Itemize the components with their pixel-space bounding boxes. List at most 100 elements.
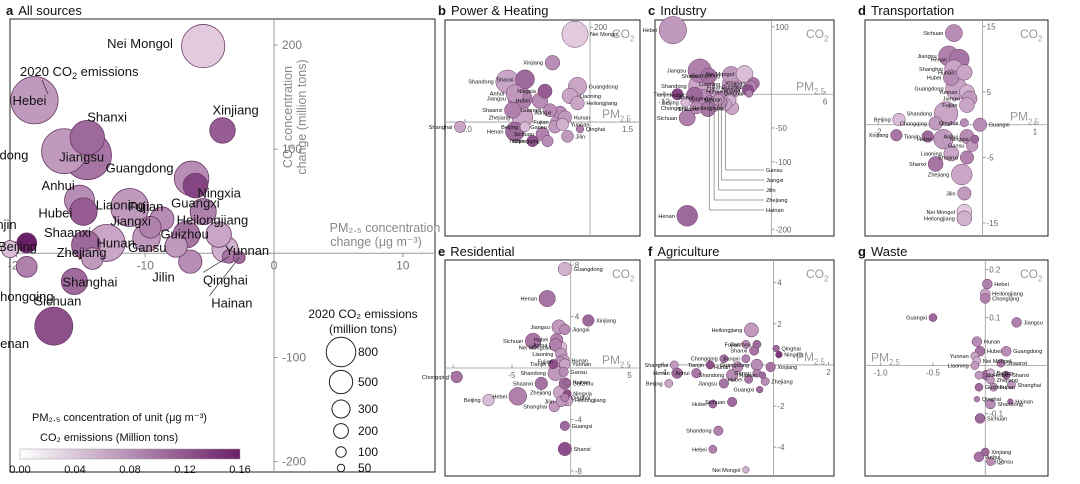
panel-c-label-heilongjiang: Heilongjiang <box>692 106 723 112</box>
panel-c-label-guizhou: Guizhou <box>722 85 743 91</box>
panel-d-label-hunan: Hunan <box>938 70 954 76</box>
panel-d-label-hubei: Hubei <box>927 76 942 82</box>
panel-f-pm-tag: PM2.5 <box>796 350 826 367</box>
point-label-zhejiang: Zhejiang <box>57 245 107 260</box>
panel-c-leader-hainan <box>709 98 764 211</box>
panel-f-point-hubei <box>744 374 753 384</box>
panel-f-label-shanghai: Shanghai <box>645 363 669 369</box>
panel-e-label-hainan: Hainan <box>573 380 591 386</box>
panel-d-x-tick-label: 1 <box>1033 128 1038 137</box>
panel-g-point-guangdong <box>1000 346 1012 357</box>
panel-d-y-tick-label: 5 <box>987 88 992 97</box>
panel-b-label-chongqing: Chongqing <box>513 139 540 145</box>
panel-b-pm-tag: PM2.5 <box>602 107 632 124</box>
panel-c-label-nei-mongol: Nei Mongol <box>706 72 734 78</box>
panel-f-frame <box>654 259 835 477</box>
panel-d-point-beijing <box>892 112 906 127</box>
point-label-gansu: Gansu <box>128 240 166 255</box>
panel-g-pm-tag: PM2.5 <box>871 351 901 368</box>
point-xinjiang <box>209 117 236 144</box>
panel-e-point-hainan <box>563 378 571 386</box>
panel-g-point-sichuan <box>974 413 986 424</box>
panel-a-title-text: All sources <box>18 3 82 18</box>
point-label-ningxia: Ningxia <box>197 186 241 201</box>
point-chongqing <box>15 256 38 278</box>
panel-f-label-guangdong: Guangdong <box>720 363 749 369</box>
leader-qinghai <box>202 256 230 273</box>
panel-g-label-anhui: Anhui <box>986 455 1000 461</box>
panel-c-label-shaanxi: Shaanxi <box>678 107 698 113</box>
panel-c-label-yunnan: Yunnan <box>703 98 722 104</box>
point-guangxi <box>189 198 217 226</box>
panel-e-label-shanghai: Shanghai <box>523 405 547 411</box>
panel-g-y-tick-label: 0.2 <box>989 266 1001 275</box>
panel-c-y-tick-label: -100 <box>775 158 792 167</box>
panel-c-point-chongqing <box>689 101 703 115</box>
panel-b-x-tick-label: 1.5 <box>622 125 634 134</box>
panel-a-annotation: 2020 CO2 emissions <box>20 64 139 81</box>
panel-c-label-jiangsu: Jiangsu <box>667 69 686 75</box>
panel-g-point-guizhou <box>974 382 984 392</box>
panel-b-label-heilongjiang: Heilongjiang <box>586 101 617 107</box>
panel-b-label-fujian: Fujian <box>533 120 548 126</box>
panel-g-label-hainan: Hainan <box>1015 400 1033 406</box>
panel-d-label-nei-mongol: Nei Mongol <box>927 210 955 216</box>
point-label-sichuan: Sichuan <box>34 293 81 308</box>
point-label-qinghai: Qinghai <box>203 272 248 287</box>
panel-a-y-tick-label: -200 <box>282 455 306 469</box>
panel-c-label-liaoning: Liaoning <box>699 82 720 88</box>
panel-b-label-zhejiang: Zhejiang <box>489 115 510 121</box>
panel-c-label-ningxia: Ningxia <box>722 88 742 94</box>
colorbar-tick-2: 0.08 <box>119 464 140 476</box>
panel-f-point-hubei <box>708 399 718 409</box>
panel-d-label-sichuan: Sichuan <box>923 31 943 37</box>
panel-e-label-sichuan: Sichuan <box>503 339 523 345</box>
panel-e-label-hebei: Hebei <box>492 394 507 400</box>
panel-b-title-text: Power & Heating <box>450 3 549 18</box>
panel-a-x-axis-label-2: change (μg m⁻³) <box>330 235 422 249</box>
panel-b-co2-tag: CO2 <box>612 27 634 44</box>
panel-e-y-tick-label: -4 <box>575 415 583 424</box>
panel-c-pm-tag: PM2.5 <box>796 79 826 96</box>
panel-f-co2-tag: CO2 <box>806 267 828 284</box>
panel-f-letter: f <box>648 244 653 259</box>
panel-e-title: e Residential <box>438 244 515 259</box>
point-label-yunnan: Yunnan <box>225 243 269 258</box>
panel-g-label-chongqing: Chongqing <box>992 296 1019 302</box>
panel-c-label-anhui: Anhui <box>679 96 693 102</box>
size-legend-title: 2020 CO₂ emissions <box>308 307 417 321</box>
panel-g-chart: CO2 PM2.5-1.0 -0.5 0.2 0.1 -0.1 -0.2 Guangxi Heb… <box>864 259 1049 477</box>
colorbar <box>19 448 241 460</box>
panel-c-label-tianjin: Tianjin <box>653 92 669 98</box>
panel-d-label-heilongjiang: Heilongjiang <box>924 216 955 222</box>
panel-e-co2-tag: CO2 <box>612 267 634 284</box>
point-label-hainan: Hainan <box>211 295 252 310</box>
panel-b-label-guangxi: Guangxi <box>521 108 542 114</box>
panel-b-label-beijing: Beijing <box>501 125 518 131</box>
panel-d-label-guangxi: Guangxi <box>989 123 1010 129</box>
panel-a-x-tick-label: 0 <box>271 258 278 272</box>
leader-hainan <box>209 257 240 296</box>
panel-d-label-tianjin: Tianjin <box>904 135 920 141</box>
panel-g-label-qinghai: Qinghai <box>982 397 1001 403</box>
panel-c-leader-jiangxi <box>720 102 764 181</box>
panel-g-title: g Waste <box>858 244 907 259</box>
panel-f-point-ningxia <box>775 351 783 359</box>
panel-c-point-hebei <box>658 16 687 45</box>
panel-g-x-tick-label: -0.5 <box>926 369 940 378</box>
panel-b-point-tianjin <box>526 135 539 147</box>
panel-f-label-ningxia: Ningxia <box>784 353 804 359</box>
panel-a-y-tick-label: 200 <box>282 38 302 52</box>
panel-g-label-guangdong: Guangdong <box>1013 349 1042 355</box>
panel-g-label-xinjiang: Xinjiang <box>991 450 1011 456</box>
point-label-fujian: Fujian <box>128 199 163 214</box>
panel-f-label-fujian: Fujian <box>725 342 740 348</box>
point-label-guangxi: Guangxi <box>171 196 220 211</box>
panel-e-label-hunan: Hunan <box>571 358 587 364</box>
panel-f-label-beijing: Beijing <box>646 381 663 387</box>
panel-d-point-hunan <box>956 64 973 81</box>
panel-d-y-tick-label: -5 <box>987 153 995 162</box>
panel-b-point-shanxi <box>515 69 535 90</box>
